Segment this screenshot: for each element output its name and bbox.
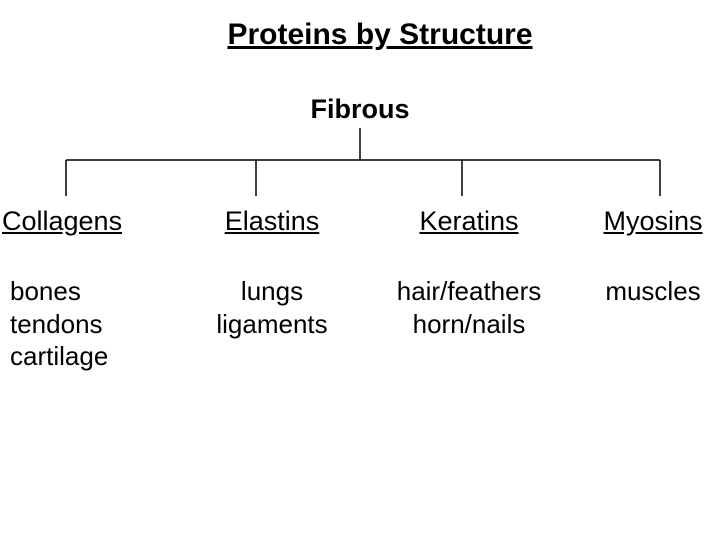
hierarchy-connector	[0, 128, 720, 208]
columns-container: Collagens bones tendons cartilage Elasti…	[0, 206, 720, 373]
column-item: horn/nails	[413, 308, 526, 341]
column-elastins: Elastins lungs ligaments	[178, 206, 366, 373]
column-item: bones	[2, 275, 81, 308]
page-title: Proteins by Structure	[0, 0, 720, 52]
column-header: Collagens	[2, 206, 122, 237]
column-item: hair/feathers	[397, 275, 542, 308]
column-myosins: Myosins muscles	[572, 206, 720, 373]
column-item: tendons	[2, 308, 103, 341]
subtitle: Fibrous	[0, 94, 720, 125]
column-header: Elastins	[225, 206, 320, 237]
column-header: Keratins	[419, 206, 518, 237]
column-collagens: Collagens bones tendons cartilage	[0, 206, 178, 373]
column-item: muscles	[605, 275, 700, 308]
column-item: cartilage	[2, 340, 108, 373]
column-header: Myosins	[603, 206, 702, 237]
column-item: lungs	[241, 275, 303, 308]
column-item: ligaments	[216, 308, 327, 341]
column-keratins: Keratins hair/feathers horn/nails	[366, 206, 572, 373]
